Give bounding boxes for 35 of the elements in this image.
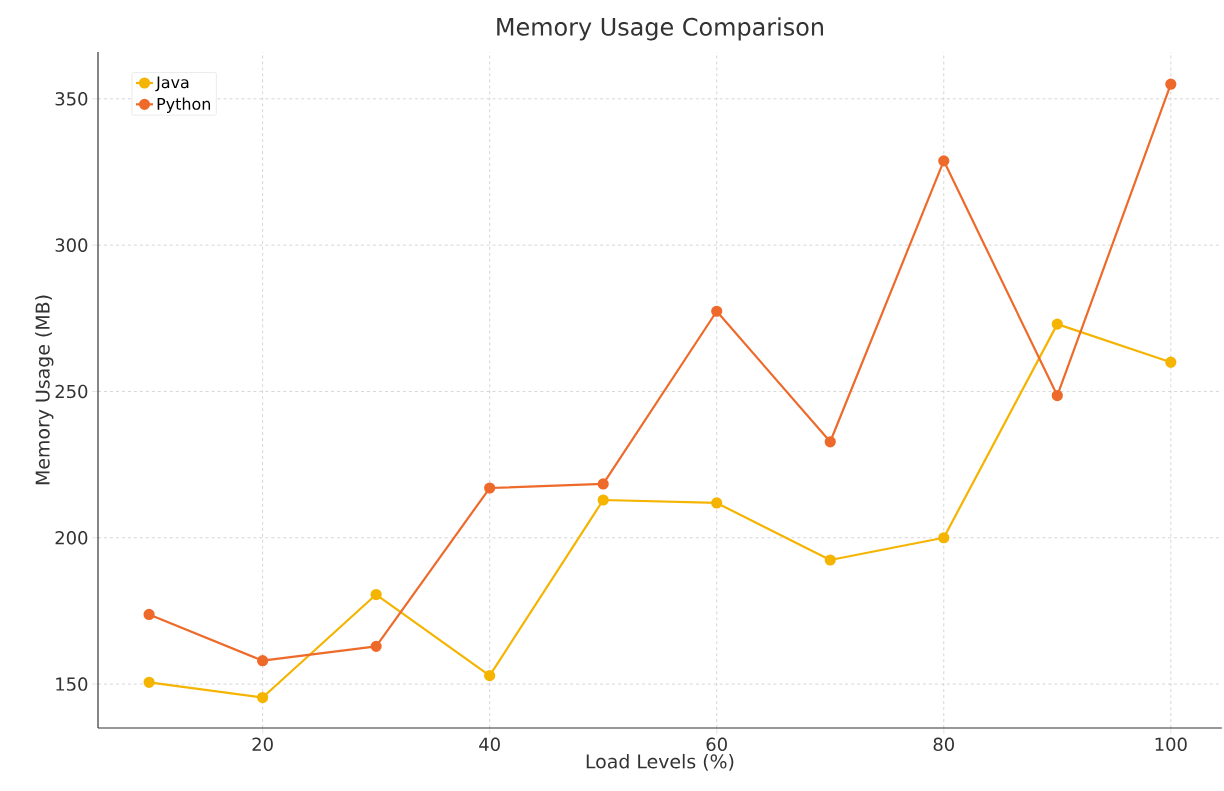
point (370, 588, 382, 601)
point (824, 436, 836, 448)
point (143, 676, 155, 688)
y-tick-label: 150 (56, 677, 88, 691)
point (257, 655, 269, 667)
point (257, 691, 269, 704)
point (938, 532, 950, 544)
point (711, 305, 723, 317)
point (1051, 318, 1063, 330)
point (1165, 78, 1177, 90)
x-axis-title: Load Levels (%) (586, 753, 734, 771)
point (711, 497, 723, 509)
legend-label: Python (157, 97, 211, 113)
x-tick-label: 60 (706, 737, 727, 752)
point (143, 608, 155, 621)
y-tick-label: 300 (55, 238, 88, 252)
point (1165, 356, 1177, 368)
y-tick-label: 200 (55, 530, 88, 545)
x-tick-label: 100 (1155, 737, 1187, 752)
point (484, 482, 496, 494)
x-tick-label: 80 (933, 737, 954, 752)
y-tick-label: 250 (55, 384, 88, 399)
y-axis-title: Memory Usage (MB) (35, 295, 54, 485)
point (484, 670, 496, 682)
x-tick-label: 40 (479, 737, 500, 752)
y-tick-label: 350 (55, 92, 88, 106)
point (824, 554, 836, 566)
point (597, 478, 609, 490)
legend-label: Java (155, 76, 189, 92)
point (938, 155, 950, 167)
point (1051, 389, 1063, 402)
x-tick-label: 20 (252, 737, 273, 752)
chart-title: Memory Usage Comparison (497, 17, 823, 41)
point (597, 494, 609, 506)
point (370, 640, 382, 652)
